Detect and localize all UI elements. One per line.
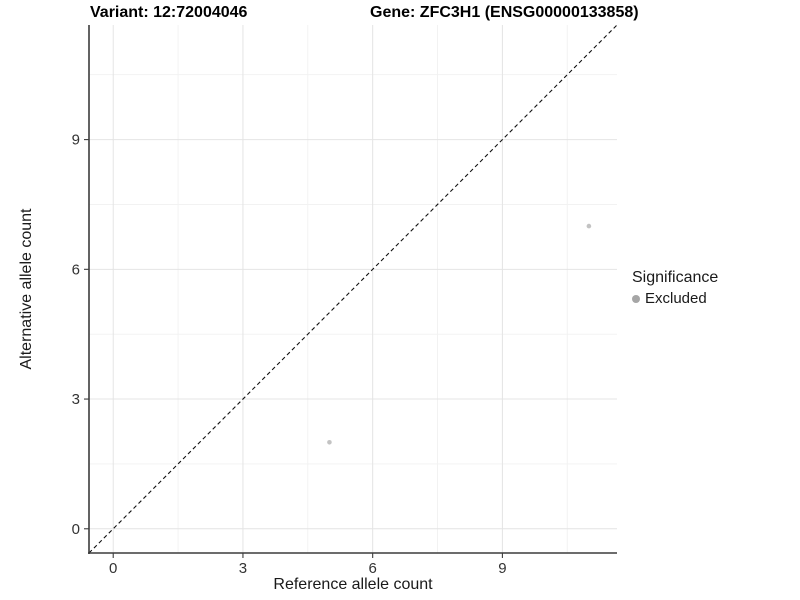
legend: Significance Excluded: [632, 269, 718, 307]
y-tick-label: 6: [72, 261, 80, 278]
y-axis-title: Alternative allele count: [18, 208, 35, 370]
legend-item-label: Excluded: [645, 290, 707, 307]
x-tick-label: 0: [109, 560, 117, 577]
grid-major: [89, 25, 617, 553]
legend-item-excluded: Excluded: [632, 290, 718, 307]
gene-title: Gene: ZFC3H1 (ENSG00000133858): [370, 4, 639, 21]
x-axis-title: Reference allele count: [273, 576, 433, 593]
data-point: [327, 439, 332, 445]
tick-labels: 0 3 6 9 0 3 6 9: [72, 132, 507, 577]
y-tick-label: 9: [72, 132, 80, 149]
y-tick-label: 3: [72, 391, 80, 408]
x-tick-label: 6: [369, 560, 377, 577]
x-tick-label: 9: [498, 560, 506, 577]
y-tick-label: 0: [72, 521, 80, 538]
axis-ticks: [84, 139, 503, 558]
grid-minor: [89, 25, 617, 553]
legend-title: Significance: [632, 269, 719, 286]
data-point: [586, 223, 592, 229]
identity-line: [88, 24, 618, 554]
legend-key-circle-icon: [632, 294, 640, 303]
data-points: [327, 223, 592, 445]
variant-title: Variant: 12:72004046: [90, 4, 248, 21]
x-tick-label: 3: [239, 560, 247, 577]
